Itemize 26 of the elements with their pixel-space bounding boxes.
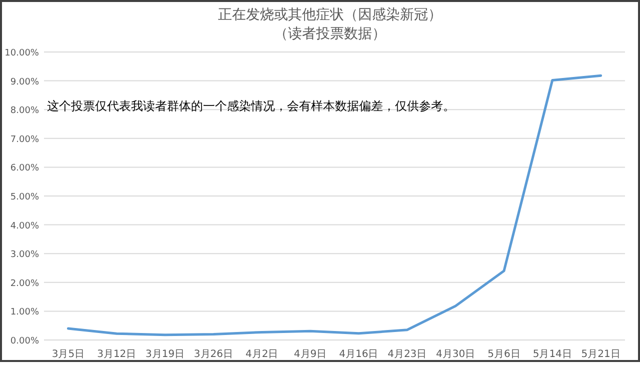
x-tick-label: 4月30日 — [436, 349, 476, 360]
x-tick-label: 4月9日 — [294, 349, 327, 360]
title: 正在发烧或其他症状（因感染新冠） — [218, 7, 442, 23]
x-tick-label: 3月26日 — [194, 349, 234, 360]
y-tick-label: 10.00% — [4, 48, 40, 58]
x-tick-label: 3月12日 — [97, 349, 136, 360]
y-tick-label: 9.00% — [10, 77, 40, 88]
y-tick-label: 5.00% — [10, 192, 40, 202]
subtitle: （读者投票数据） — [274, 26, 386, 42]
x-tick-label: 3月5日 — [52, 349, 85, 360]
x-tick-label: 5月21日 — [581, 349, 620, 360]
x-tick-label: 3月19日 — [145, 349, 185, 360]
y-tick-label: 2.00% — [10, 278, 40, 289]
x-tick-label: 4月2日 — [246, 349, 278, 360]
y-tick-label: 3.00% — [10, 250, 40, 260]
y-tick-label: 7.00% — [10, 134, 40, 145]
y-tick-label: 0.00% — [10, 336, 40, 346]
x-tick-label: 4月23日 — [388, 349, 427, 360]
x-tick-label: 5月14日 — [532, 349, 572, 360]
x-tick-label: 5月6日 — [488, 349, 520, 360]
y-tick-label: 6.00% — [10, 164, 40, 174]
x-tick-label: 4月16日 — [339, 349, 378, 360]
y-tick-label: 1.00% — [10, 308, 40, 318]
annotation: 这个投票仅代表我读者群体的一个感染情况，会有样本数据偏差，仅供参考。 — [47, 99, 455, 113]
y-tick-label: 4.00% — [10, 221, 40, 232]
y-tick-label: 8.00% — [10, 106, 40, 116]
